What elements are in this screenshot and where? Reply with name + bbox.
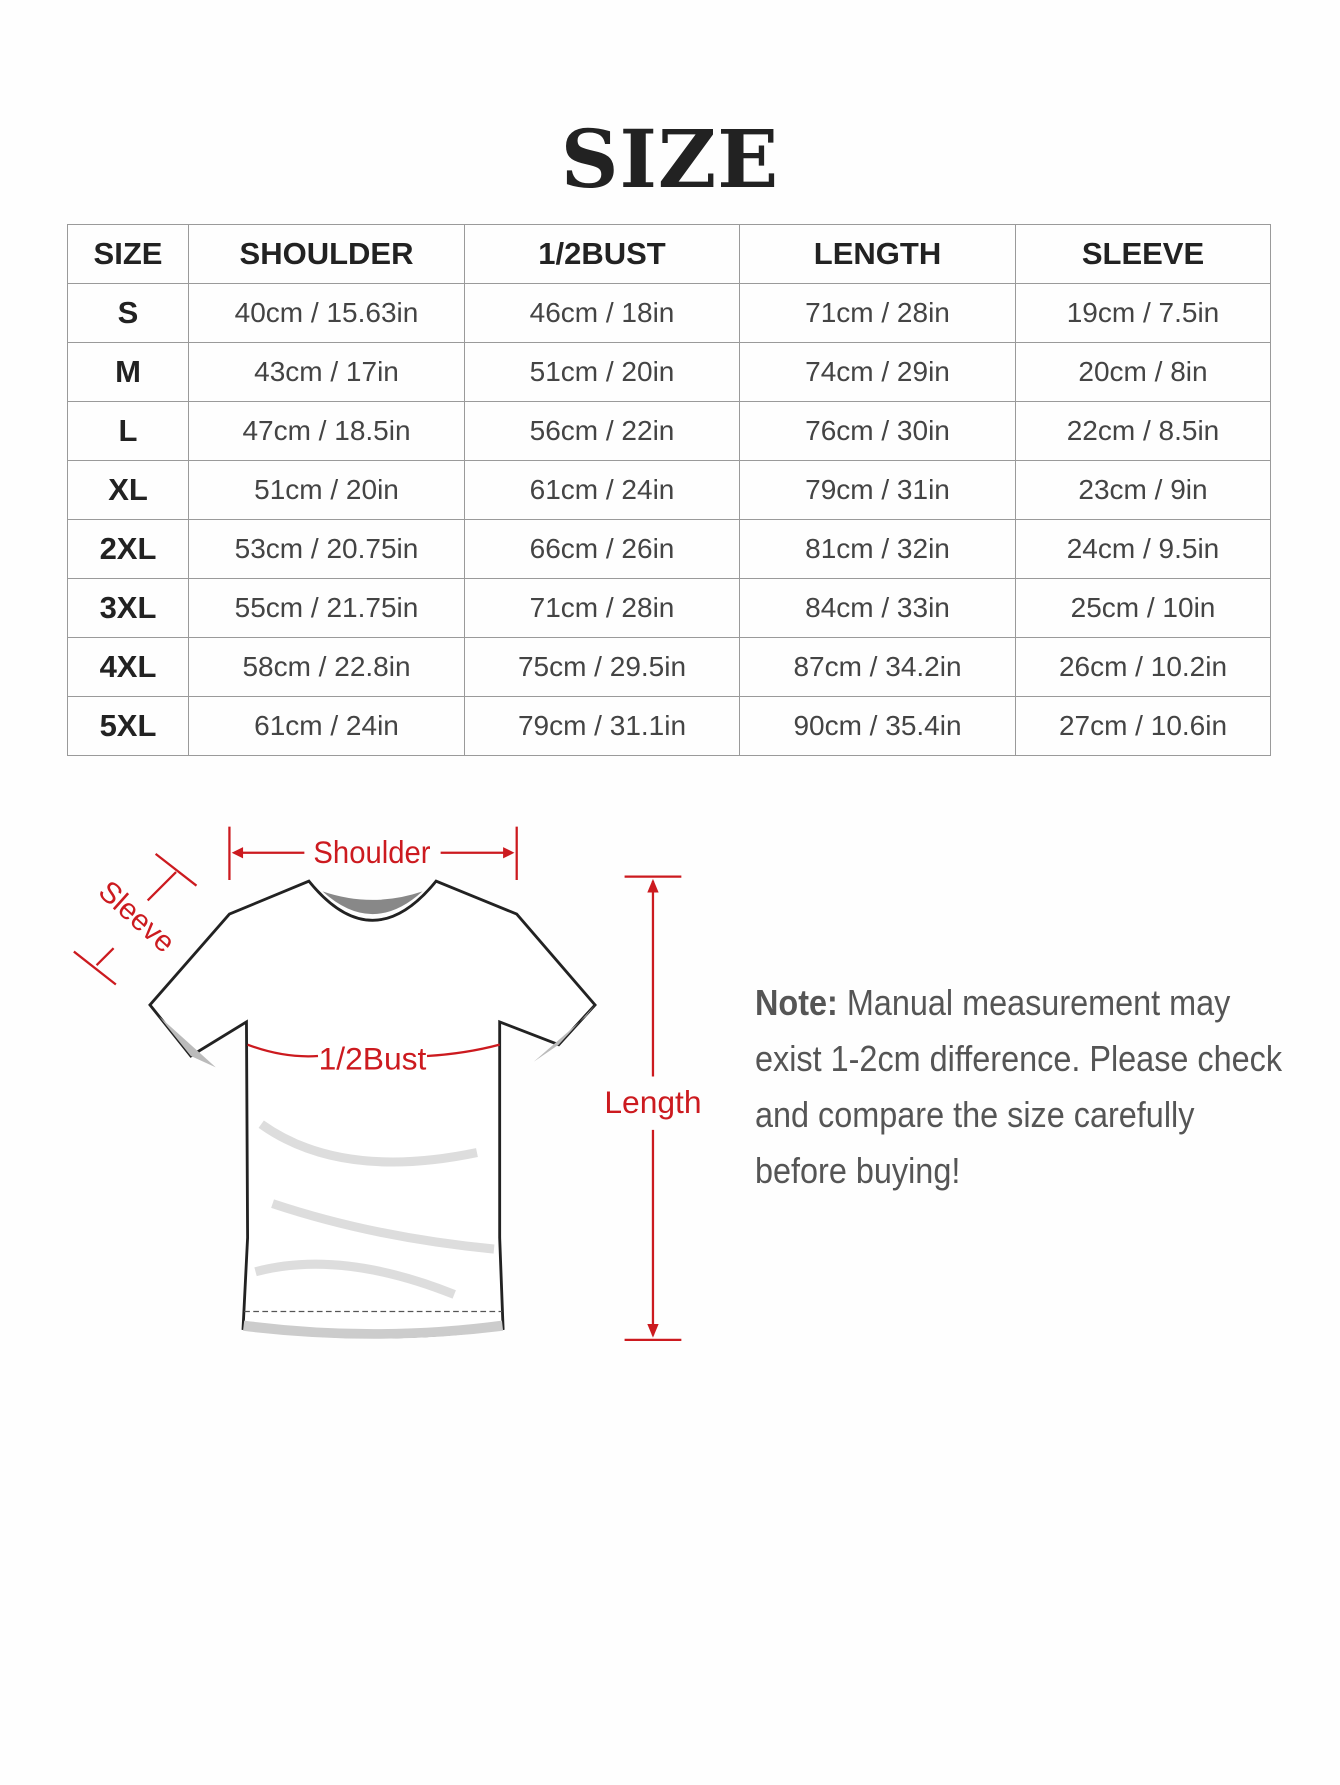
sleeve-label: Sleeve [92,874,181,959]
size-cell: 5XL [67,696,189,756]
page-title: SIZE [560,112,780,206]
table-row: 3XL 55cm / 21.75in 71cm / 28in 84cm / 33in 2… [67,578,1271,638]
measurement-cell: 61cm / 24in [188,696,465,756]
tshirt-icon [148,879,597,1339]
measurement-cell: 24cm / 9.5in [1015,519,1271,579]
table-row: L 47cm / 18.5in 56cm / 22in 76cm / 30in 22cm… [67,401,1271,461]
note-label: Note: [755,982,838,1023]
size-cell: M [67,342,189,402]
measurement-cell: 51cm / 20in [188,460,465,520]
bust-label: 1/2Bust [319,1041,427,1077]
measurement-cell: 43cm / 17in [188,342,465,402]
length-label: Length [604,1084,701,1120]
measurement-cell: 53cm / 20.75in [188,519,465,579]
table-row: M 43cm / 17in 51cm / 20in 74cm / 29in 20cm /… [67,342,1271,402]
header-row: SIZE SHOULDER 1/2BUST LENGTH SLEEVE [67,224,1271,284]
measurement-cell: 19cm / 7.5in [1015,283,1271,343]
measurement-note: Note: Manual measurement may exist 1-2cm… [755,975,1295,1199]
measurement-cell: 55cm / 21.75in [188,578,465,638]
measurement-cell: 79cm / 31in [739,460,1016,520]
measurement-cell: 40cm / 15.63in [188,283,465,343]
column-header: SLEEVE [1015,224,1271,284]
column-header: 1/2BUST [464,224,740,284]
measurement-cell: 66cm / 26in [464,519,740,579]
measurement-cell: 75cm / 29.5in [464,637,740,697]
measurement-cell: 23cm / 9in [1015,460,1271,520]
table-row: 5XL 61cm / 24in 79cm / 31.1in 90cm / 35.4in… [67,696,1271,756]
measurement-cell: 74cm / 29in [739,342,1016,402]
measurement-cell: 76cm / 30in [739,401,1016,461]
measurement-cell: 47cm / 18.5in [188,401,465,461]
note-text: Manual measurement may exist 1-2cm diffe… [755,982,1283,1191]
measurement-cell: 20cm / 8in [1015,342,1271,402]
size-cell: S [67,283,189,343]
size-cell: 3XL [67,578,189,638]
column-header: SIZE [67,224,189,284]
measurement-cell: 25cm / 10in [1015,578,1271,638]
size-cell: 4XL [67,637,189,697]
table-row: XL 51cm / 20in 61cm / 24in 79cm / 31in 23cm … [67,460,1271,520]
size-chart-table: SIZE SHOULDER 1/2BUST LENGTH SLEEVE S 40cm / … [67,224,1271,756]
measurement-cell: 26cm / 10.2in [1015,637,1271,697]
measurement-cell: 81cm / 32in [739,519,1016,579]
shoulder-label: Shoulder [313,835,430,870]
measurement-cell: 61cm / 24in [464,460,740,520]
measurement-cell: 22cm / 8.5in [1015,401,1271,461]
measurement-cell: 27cm / 10.6in [1015,696,1271,756]
table-row: 2XL 53cm / 20.75in 66cm / 26in 81cm / 32in 2… [67,519,1271,579]
measurement-cell: 56cm / 22in [464,401,740,461]
measurement-cell: 58cm / 22.8in [188,637,465,697]
size-cell: 2XL [67,519,189,579]
column-header: LENGTH [739,224,1016,284]
table-row: S 40cm / 15.63in 46cm / 18in 71cm / 28in 19c… [67,283,1271,343]
measurement-cell: 71cm / 28in [464,578,740,638]
size-cell: L [67,401,189,461]
measurement-cell: 79cm / 31.1in [464,696,740,756]
measurement-cell: 90cm / 35.4in [739,696,1016,756]
measurement-cell: 46cm / 18in [464,283,740,343]
measurement-cell: 84cm / 33in [739,578,1016,638]
measurement-cell: 51cm / 20in [464,342,740,402]
